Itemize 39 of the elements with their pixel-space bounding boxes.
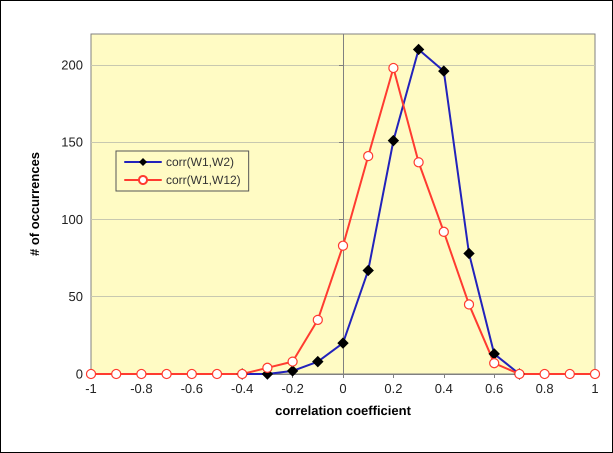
point bbox=[363, 150, 374, 162]
x-tick-label: 0.6 bbox=[485, 381, 504, 396]
y-tick-label: 150 bbox=[61, 134, 83, 150]
y-tick-label: 50 bbox=[68, 289, 83, 304]
x-tick-label: -1 bbox=[85, 381, 97, 396]
x-tick-label: -0.2 bbox=[281, 381, 304, 396]
point bbox=[338, 240, 348, 251]
point bbox=[312, 314, 323, 326]
x-tick-label: 0.2 bbox=[384, 381, 402, 396]
point bbox=[162, 368, 172, 380]
x-tick-label: 0.8 bbox=[536, 381, 554, 396]
point bbox=[212, 368, 222, 380]
legend-label: corr(W1,W12) bbox=[166, 173, 241, 187]
point bbox=[489, 358, 500, 368]
point bbox=[388, 62, 398, 74]
point bbox=[111, 368, 122, 380]
point bbox=[564, 368, 575, 380]
point bbox=[464, 299, 474, 310]
y-tick-label: 200 bbox=[61, 57, 83, 72]
point bbox=[262, 362, 272, 373]
x-axis-title: correlation coefficient bbox=[275, 403, 412, 418]
y-axis-title: # of occurrences bbox=[27, 152, 42, 256]
x-tick-label: -0.4 bbox=[230, 381, 254, 396]
x-tick-label: -0.6 bbox=[180, 381, 204, 396]
legend-label: corr(W1,W2) bbox=[166, 155, 234, 169]
x-tick-label: 0.4 bbox=[434, 381, 453, 396]
x-tick-label: 0 bbox=[339, 381, 347, 396]
x-tick-label: -0.8 bbox=[130, 381, 153, 396]
point bbox=[186, 368, 197, 380]
y-tick-label: 100 bbox=[61, 212, 83, 227]
point bbox=[590, 368, 600, 380]
point bbox=[86, 368, 96, 380]
y-tick-label: 0 bbox=[76, 366, 83, 382]
point bbox=[288, 356, 298, 367]
point bbox=[414, 157, 424, 168]
point bbox=[438, 226, 449, 237]
point bbox=[540, 368, 550, 380]
x-tick-label: 1 bbox=[591, 381, 599, 396]
point bbox=[136, 368, 146, 380]
